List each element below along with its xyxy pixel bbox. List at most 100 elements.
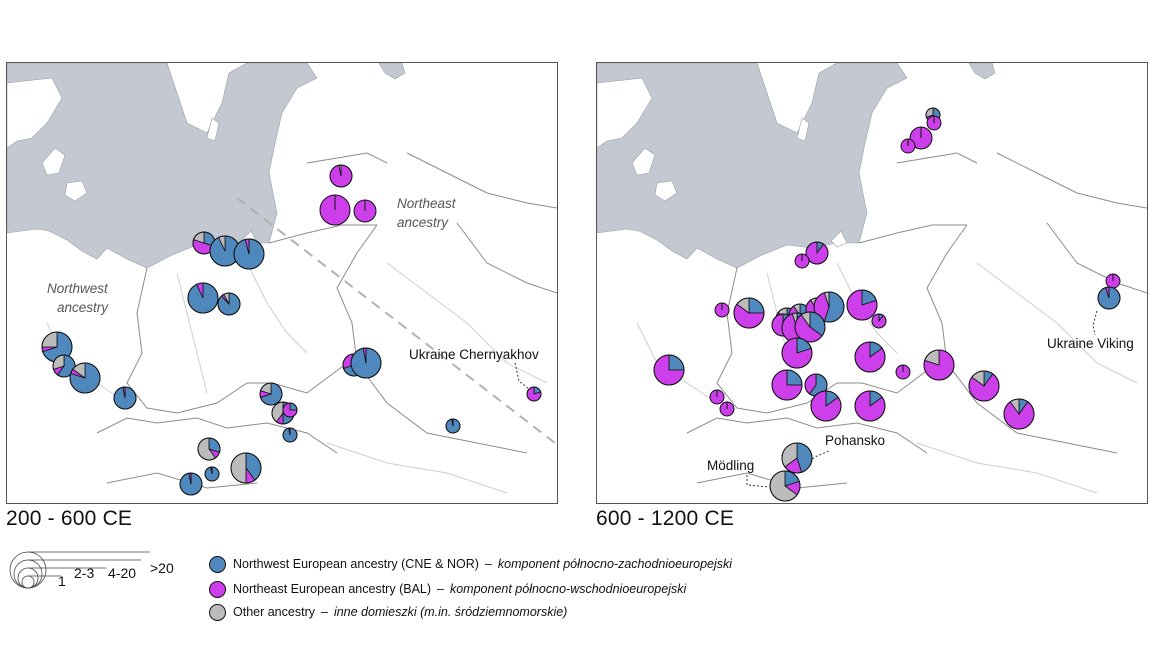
- site-pie: [192, 231, 216, 255]
- site-pie: [909, 126, 933, 150]
- pie-outline: [813, 291, 845, 323]
- pie-outline: [69, 362, 101, 394]
- site-pie: [854, 390, 886, 422]
- pie-outline: [1003, 398, 1035, 430]
- site-pie: [445, 418, 461, 434]
- pie-outline: [259, 382, 283, 406]
- site-pie: [781, 337, 813, 369]
- pie-outline: [282, 427, 298, 443]
- pie-outline: [781, 442, 813, 474]
- pie-outline: [179, 472, 203, 496]
- period-label-left: 200 - 600 CE: [6, 507, 133, 530]
- site-pie: [179, 472, 203, 496]
- site-pie: [113, 386, 137, 410]
- legend-dash: –: [484, 557, 492, 571]
- site-pie: [526, 386, 542, 402]
- pie-outline: [733, 297, 765, 329]
- pie-outline: [923, 349, 955, 381]
- pie-outline: [329, 164, 353, 188]
- legend-dash: –: [320, 605, 328, 619]
- ukraine-viking-leader: [1092, 310, 1098, 336]
- pie-outline: [217, 292, 241, 316]
- map-panel-600-1200: Ukraine Viking Pohansko Mödling: [596, 62, 1148, 504]
- legend: 1 2-3 4-20 >20 Northwest European ancest…: [6, 548, 1146, 628]
- site-pie: [810, 390, 842, 422]
- pie-outline: [113, 386, 137, 410]
- pie-outline: [445, 418, 461, 434]
- pie-outline: [810, 390, 842, 422]
- modling-leader: [746, 475, 770, 488]
- size-label-1: 1: [58, 573, 66, 589]
- pie-outline: [653, 354, 685, 386]
- site-pie: [805, 241, 829, 265]
- site-pie: [52, 354, 76, 378]
- legend-label-other: Other ancestry: [233, 605, 315, 619]
- size-label-gt20: >20: [150, 560, 174, 576]
- site-pie: [871, 313, 887, 329]
- site-pie: [733, 297, 765, 329]
- legend-label-northwest: Northwest European ancestry (CNE & NOR): [233, 557, 479, 571]
- legend-label-northeast: Northeast European ancestry (BAL): [233, 582, 432, 596]
- site-pie: [846, 289, 878, 321]
- site-pie: [719, 401, 735, 417]
- size-legend: 1 2-3 4-20 >20: [9, 551, 174, 589]
- pie-outline: [968, 370, 1000, 402]
- border-layer: [686, 152, 1147, 489]
- pie-outline: [204, 466, 220, 482]
- site-pie: [259, 382, 283, 406]
- chernyakhov-leader: [514, 362, 530, 390]
- site-pie: [854, 341, 886, 373]
- site-pie: [353, 199, 377, 223]
- pie-outline: [282, 402, 298, 418]
- site-label: Ukraine Viking: [1047, 336, 1134, 351]
- site-pie: [794, 311, 826, 343]
- site-pie: [233, 238, 265, 270]
- site-pie: [282, 402, 298, 418]
- site-pie: [1105, 273, 1121, 289]
- site-pie: [923, 349, 955, 381]
- legend-item-other: Other ancestry – inne domieszki (m.in. ś…: [209, 602, 567, 622]
- pie-layer-left: [41, 164, 542, 496]
- site-label: Pohansko: [825, 433, 885, 448]
- legend-dash: –: [437, 582, 444, 596]
- site-pie: [781, 442, 813, 474]
- label-layer-right: Ukraine Viking Pohansko Mödling: [707, 336, 1134, 473]
- map-panel-200-600: Northeast ancestry Northwest ancestry Ukrain…: [6, 62, 558, 504]
- site-pie: [804, 373, 828, 397]
- pie-outline: [52, 354, 76, 378]
- pie-outline: [846, 289, 878, 321]
- site-pie: [714, 302, 730, 318]
- site-pie: [895, 364, 911, 380]
- region-label: ancestry: [397, 215, 449, 230]
- pie-outline: [187, 282, 219, 314]
- site-pie: [69, 362, 101, 394]
- pie-outline: [781, 337, 813, 369]
- site-pie: [217, 292, 241, 316]
- site-pie: [900, 138, 916, 154]
- site-pie: [794, 253, 810, 269]
- northwest-swatch: [209, 555, 226, 573]
- size-circle-2-3: [17, 567, 39, 589]
- pie-outline: [197, 437, 221, 461]
- pie-outline: [230, 452, 262, 484]
- pie-outline: [233, 238, 265, 270]
- site-pie: [319, 194, 351, 226]
- site-pie: [709, 389, 725, 405]
- pie-outline: [854, 341, 886, 373]
- size-circle-1: [21, 575, 35, 589]
- legend-item-northeast: Northeast European ancestry (BAL) – komp…: [209, 579, 686, 599]
- site-pie: [230, 452, 262, 484]
- site-pie: [968, 370, 1000, 402]
- legend-polish-other: inne domieszki (m.in. śródziemnomorskie): [333, 605, 568, 619]
- site-pie: [769, 470, 801, 502]
- river-layer: [46, 262, 548, 494]
- site-pie: [282, 427, 298, 443]
- map-canvas-right: Ukraine Viking Pohansko Mödling: [597, 63, 1147, 502]
- site-pie: [209, 235, 241, 267]
- site-label: Ukraine Chernyakhov: [409, 347, 539, 362]
- pie-outline: [854, 390, 886, 422]
- site-pie: [329, 164, 353, 188]
- pie-outline: [350, 347, 382, 379]
- site-pie: [926, 115, 942, 131]
- site-label: Mödling: [707, 458, 754, 473]
